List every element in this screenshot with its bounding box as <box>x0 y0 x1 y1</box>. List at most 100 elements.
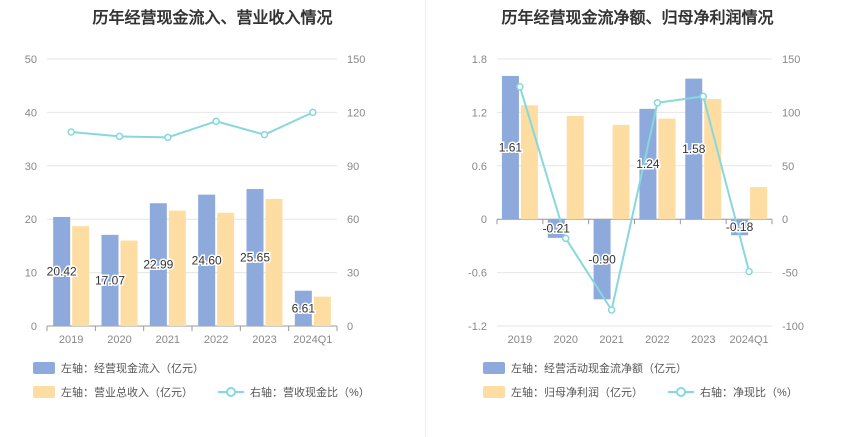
bar-secondary <box>658 118 676 220</box>
bar-secondary <box>520 105 538 220</box>
category-label: 2022 <box>645 334 669 346</box>
right-tick-label: 120 <box>347 107 365 119</box>
left-tick-label: -1.2 <box>468 321 487 333</box>
right-tick-label: 90 <box>347 161 359 173</box>
left-tick-label: 40 <box>25 107 37 119</box>
ratio-point <box>607 306 616 314</box>
category-label: 2023 <box>252 334 276 346</box>
chart-panel-cash-inflow: 历年经营现金流入、营业收入情况 0 0 10 30 20 60 30 90 40 120 50 150… <box>25 10 370 400</box>
bar-primary <box>731 219 749 236</box>
bar-primary <box>101 234 119 326</box>
bar-primary <box>685 78 703 220</box>
bar-secondary <box>566 115 584 220</box>
bar-primary <box>639 108 657 220</box>
legend-swatch-orange <box>33 386 55 398</box>
legend-swatch-orange <box>483 386 505 398</box>
data-label: 1.61 <box>499 141 523 155</box>
bar-primary <box>294 290 312 326</box>
legend-label: 右轴：净现比（%） <box>700 387 798 399</box>
data-label: 1.24 <box>636 157 660 171</box>
legend-swatch-blue <box>33 362 55 374</box>
ratio-point <box>164 133 172 142</box>
bar-primary <box>593 219 611 300</box>
data-label: 24.60 <box>192 253 222 267</box>
ratio-point <box>653 99 662 107</box>
legend-label: 右轴：营收现金比（%） <box>250 387 370 399</box>
chart-plot-area: -1.2 -100 -0.6 -50 0 0 0.6 50 1.2 100 1.8 150 2019 20… <box>468 54 804 346</box>
ratio-line <box>518 86 751 313</box>
bar-primary <box>149 203 167 326</box>
category-label: 2019 <box>59 334 83 346</box>
right-tick-label: 150 <box>782 54 800 66</box>
chart-title: 历年经营现金流入、营业收入情况 <box>92 10 333 27</box>
ratio-point <box>260 130 269 139</box>
legend-item-net-cash[interactable]: 左轴：经营活动现金流净额（亿元） <box>483 360 687 376</box>
category-label: 2024Q1 <box>293 334 332 346</box>
category-label: 2021 <box>156 334 180 346</box>
legend-item-net-cash-ratio[interactable]: 右轴：净现比（%） <box>668 384 798 400</box>
left-tick-label: 0.6 <box>472 161 487 173</box>
bar-secondary <box>217 212 235 326</box>
right-tick-label: 150 <box>347 54 365 66</box>
data-label: -0.90 <box>588 252 616 266</box>
bar-secondary <box>704 99 722 220</box>
right-tick-label: 0 <box>347 321 353 333</box>
data-label: 20.42 <box>47 264 77 278</box>
legend-swatch-line <box>668 387 694 397</box>
legend-item-ratio[interactable]: 右轴：营收现金比（%） <box>218 384 370 400</box>
legend-label: 左轴：归母净利润（亿元） <box>511 387 643 399</box>
bar-secondary <box>612 124 630 220</box>
left-tick-label: 1.8 <box>472 54 487 66</box>
right-tick-label: 0 <box>782 214 788 226</box>
ratio-point <box>309 108 317 117</box>
chart-title: 历年经营现金流净额、归母净利润情况 <box>501 10 774 27</box>
ratio-line <box>71 111 314 139</box>
right-tick-label: -100 <box>782 321 804 333</box>
bar-primary <box>501 75 519 220</box>
bar-secondary <box>72 226 90 326</box>
legend-label: 左轴：营业总收入（亿元） <box>61 387 193 399</box>
ratio-point <box>562 234 570 243</box>
chart-plot-area: 0 0 10 30 20 60 30 90 40 120 50 150 2019 2020 2021 2022… <box>25 54 366 346</box>
category-label: 2022 <box>204 334 228 346</box>
category-label: 2021 <box>599 334 623 346</box>
legend-item-revenue[interactable]: 左轴：营业总收入（亿元） <box>33 384 193 400</box>
legend-item-net-profit[interactable]: 左轴：归母净利润（亿元） <box>483 384 643 400</box>
ratio-point <box>516 83 524 91</box>
left-tick-label: 0 <box>481 214 487 226</box>
category-label: 2023 <box>691 334 715 346</box>
left-tick-label: 0 <box>31 321 37 333</box>
bar-secondary <box>313 296 331 326</box>
category-label: 2019 <box>508 334 532 346</box>
legend-label: 左轴：经营活动现金流净额（亿元） <box>511 363 687 375</box>
right-tick-label: -50 <box>782 268 798 280</box>
category-label: 2020 <box>107 334 131 346</box>
data-label: -0.18 <box>726 220 754 234</box>
chart-panel-net-cash: 历年经营现金流净额、归母净利润情况 -1.2 -100 -0.6 -50 0 0 0.6 50… <box>425 0 850 437</box>
data-label: -0.21 <box>543 222 571 236</box>
right-tick-label: 30 <box>347 268 359 280</box>
data-label: 22.99 <box>143 258 173 272</box>
data-label: 25.65 <box>240 251 270 265</box>
legend-label: 左轴：经营现金流入（亿元） <box>61 363 204 375</box>
bar-secondary <box>168 210 186 326</box>
right-tick-label: 100 <box>782 107 800 119</box>
right-tick-label: 60 <box>347 214 359 226</box>
ratio-point <box>67 128 75 136</box>
data-label: 6.61 <box>292 301 316 315</box>
category-label: 2020 <box>554 334 578 346</box>
bar-secondary <box>120 240 138 326</box>
category-label: 2024Q1 <box>730 334 769 346</box>
left-tick-label: 30 <box>25 161 37 173</box>
panel-divider <box>425 0 426 437</box>
bar-primary <box>246 189 264 326</box>
bar-primary <box>198 194 216 326</box>
bar-secondary <box>265 198 283 326</box>
ratio-point <box>115 132 124 141</box>
legend-item-cash-inflow[interactable]: 左轴：经营现金流入（亿元） <box>33 360 204 376</box>
legend-swatch-blue <box>483 362 505 374</box>
left-tick-label: 20 <box>25 214 37 226</box>
right-tick-label: 50 <box>782 161 794 173</box>
bar-secondary <box>750 187 768 220</box>
